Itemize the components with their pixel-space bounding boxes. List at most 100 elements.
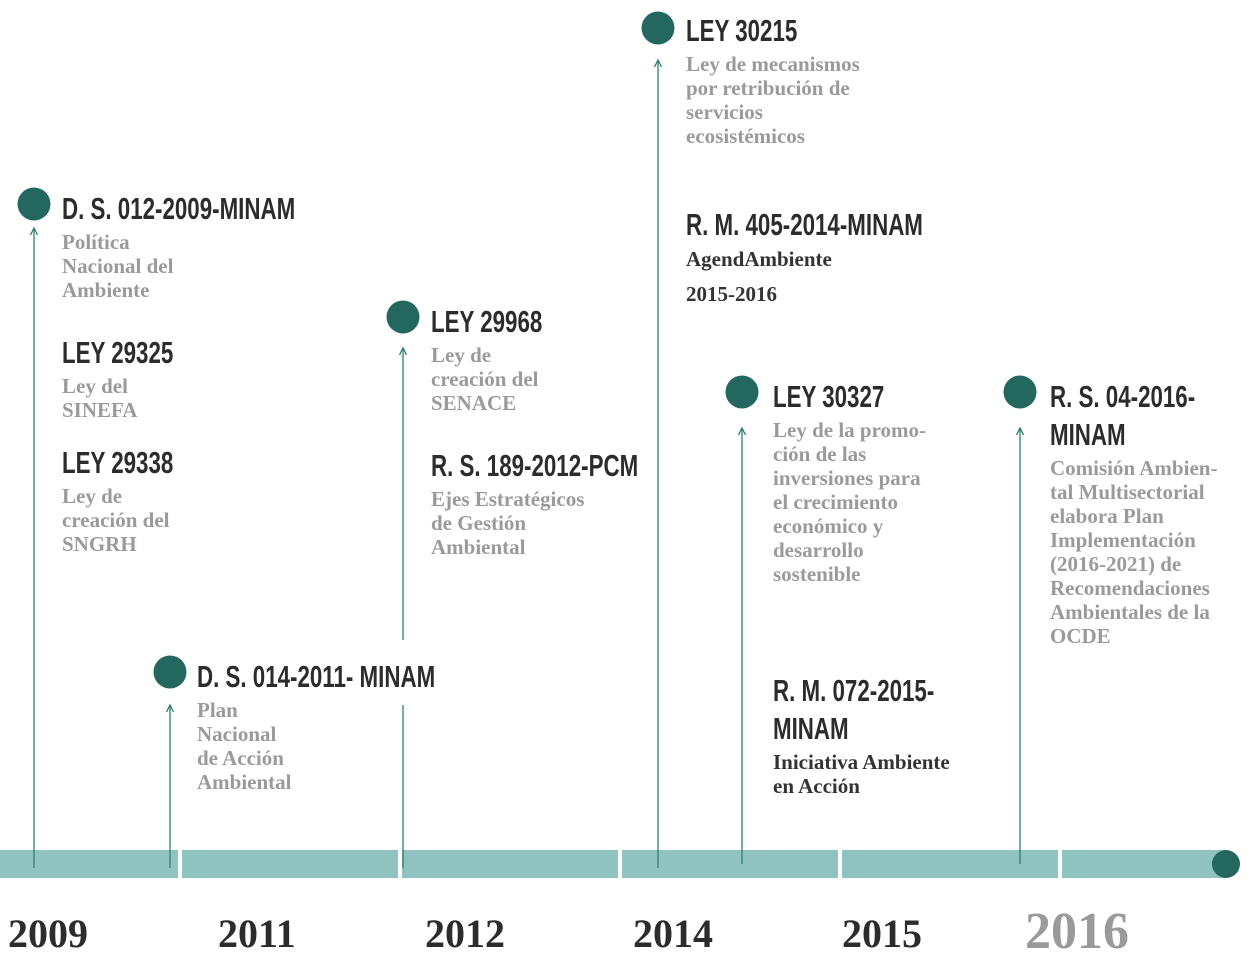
year-label: 2014 [633,911,713,956]
timeline-bar [0,850,178,878]
description-line: Nacional [197,722,277,746]
event-dot [386,300,420,334]
description-line: Ley de la promo- [773,418,927,442]
event-title: R. S. 189-2012-PCM [431,447,638,485]
event-description: Ley del SINEFA [62,374,137,422]
description-line: económico y [773,514,884,538]
event-description: Iniciativa Ambiente en Acción [773,750,950,798]
description-line: (2016-2021) de [1050,552,1182,576]
timeline-end-dot [1212,850,1240,878]
event-dot [153,655,187,689]
title-line: MINAM [773,711,849,746]
description-line: de Acción [197,746,284,770]
event-dot [641,11,675,45]
title-line: D. S. 012-2009-MINAM [62,191,296,226]
arrow-head [29,226,39,236]
title-line: LEY 29338 [62,445,174,480]
description-line: creación del [431,367,539,391]
description-line: ecosistémicos [686,124,805,148]
description-line: Política [62,230,130,254]
timeline-bar [1062,850,1226,878]
description-line: elabora Plan [1050,504,1164,528]
description-line: Plan [197,698,238,722]
description-line: Ley de [431,343,492,367]
year-label: 2015 [842,911,922,956]
event-description: Ley de creación del SENACE [431,343,539,415]
description-line: Ambiente [62,278,150,302]
description-line: Ley del [62,374,128,398]
timeline-bar [402,850,618,878]
description-line: SNGRH [62,532,137,556]
arrow-head [398,346,408,356]
timeline-bar [622,850,838,878]
title-line: LEY 29325 [62,335,174,370]
description-line: servicios [686,100,763,124]
title-line: R. M. 405-2014-MINAM [686,207,923,242]
arrow-head [1015,426,1025,436]
event-title: D. S. 014-2011- MINAM [197,658,435,696]
description-line: el crecimiento [773,490,898,514]
event-description: Comisión Ambien-tal Multisectorial elabor… [1050,456,1217,648]
description-line: en Acción [773,774,860,798]
title-line: R. M. 072-2015- [773,673,935,708]
event-description: Ley de creación del SNGRH [62,484,170,556]
description-line: Ejes Estratégicos [431,487,585,511]
title-line: LEY 29968 [431,304,543,339]
description-line: SENACE [431,391,517,415]
event-title: LEY 29968 [431,303,542,341]
title-line: MINAM [1050,417,1126,452]
description-line: SINEFA [62,398,138,422]
description-line: Ley de [62,484,123,508]
title-line: R. S. 04-2016- [1050,379,1196,414]
timeline-bar [182,850,398,878]
title-line: R. S. 189-2012-PCM [431,448,639,483]
event-description: AgendAmbiente 2015-2016 [686,242,832,312]
arrow-head [737,426,747,436]
event-title: D. S. 012-2009-MINAM [62,190,295,228]
description-line: Ley de mecanismos [686,52,860,76]
arrow-head [165,703,175,713]
title-line: LEY 30215 [686,13,798,48]
event-description: Política Nacional del Ambiente [62,230,173,302]
year-label: 2016 [1025,903,1129,960]
title-line: LEY 30327 [773,379,885,414]
year-label: 2009 [8,911,88,956]
event-title: R. S. 04-2016- MINAM [1050,378,1195,454]
description-line: desarrollo [773,538,864,562]
description-line: ción de las [773,442,867,466]
arrow-head [653,58,663,68]
description-line: Ambientales de la [1050,600,1210,624]
description-line: OCDE [1050,624,1111,648]
event-description: Ley de mecanismos por retribución de servi… [686,52,860,148]
description-line: de Gestión [431,511,527,535]
event-title: LEY 29325 [62,334,173,372]
event-title: LEY 30327 [773,378,884,416]
description-line: AgendAmbiente [686,247,832,271]
event-dot [17,187,51,221]
description-line: tal Multisectorial [1050,480,1205,504]
description-line: Ambiental [197,770,292,794]
event-title: LEY 30215 [686,12,797,50]
description-line: sostenible [773,562,861,586]
year-label: 2012 [425,911,505,956]
description-line: Iniciativa Ambiente [773,750,950,774]
event-title: LEY 29338 [62,444,173,482]
event-dot [725,375,759,409]
event-description: Ley de la promo-ción de las inversiones p… [773,418,926,586]
description-line: Ambiental [431,535,526,559]
description-line: Implementación [1050,528,1196,552]
description-line: Recomendaciones [1050,576,1210,600]
event-title: R. M. 405-2014-MINAM [686,206,923,244]
timeline-bar [842,850,1058,878]
title-line: D. S. 014-2011- MINAM [197,659,436,694]
event-description: Plan Nacional de Acción Ambiental [197,698,292,794]
description-line: Comisión Ambien- [1050,456,1218,480]
event-description: Ejes Estratégicos de Gestión Ambiental [431,487,584,559]
event-title: R. M. 072-2015- MINAM [773,672,934,748]
description-line: Nacional del [62,254,174,278]
description-line: inversiones para [773,466,921,490]
event-dot [1003,375,1037,409]
year-label: 2011 [218,911,296,956]
